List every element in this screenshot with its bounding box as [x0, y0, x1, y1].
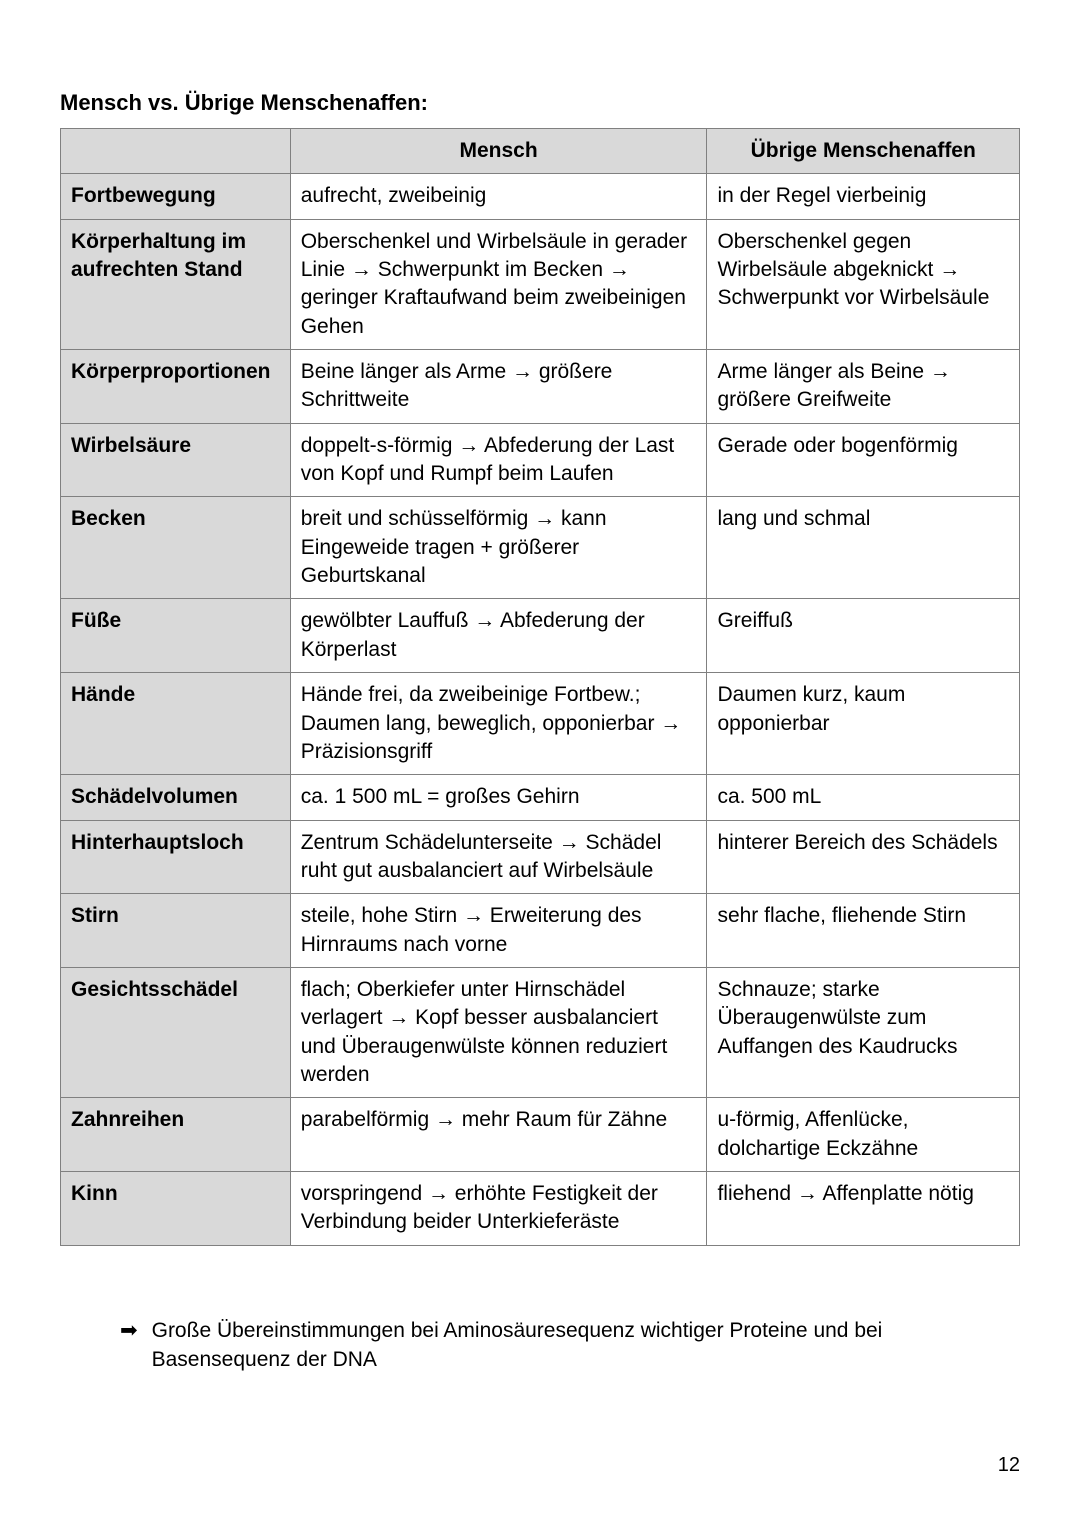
- bullet-text: Große Übereinstimmungen bei Aminosäurese…: [152, 1316, 1020, 1375]
- row-label: Schädelvolumen: [61, 775, 291, 820]
- table-row: Wirbelsäure doppelt-s-förmig → Abfederun…: [61, 423, 1020, 497]
- row-label: Zahnreihen: [61, 1098, 291, 1172]
- page-number: 12: [998, 1454, 1020, 1477]
- bullet-row: ➡ Große Übereinstimmungen bei Aminosäure…: [120, 1316, 1020, 1375]
- col-header-empty: [61, 129, 291, 174]
- cell-ape: Arme länger als Beine → größere Greifwei…: [707, 350, 1020, 424]
- table-row: Hinterhauptsloch Zentrum Schädeluntersei…: [61, 820, 1020, 894]
- cell-ape: fliehend → Affenplatte nötig: [707, 1171, 1020, 1245]
- cell-mensch: ca. 1 500 mL = großes Gehirn: [290, 775, 707, 820]
- comparison-table: Mensch Übrige Menschenaffen Fortbewegung…: [60, 128, 1020, 1246]
- table-row: Schädelvolumen ca. 1 500 mL = großes Geh…: [61, 775, 1020, 820]
- cell-mensch: parabelförmig → mehr Raum für Zähne: [290, 1098, 707, 1172]
- page-title: Mensch vs. Übrige Menschenaffen:: [60, 90, 1020, 116]
- table-header-row: Mensch Übrige Menschenaffen: [61, 129, 1020, 174]
- row-label: Gesichtsschädel: [61, 967, 291, 1097]
- cell-ape: Oberschenkel gegen Wirbelsäule abgeknick…: [707, 219, 1020, 349]
- cell-mensch: steile, hohe Stirn → Erweiterung des Hir…: [290, 894, 707, 968]
- table-row: Fortbewegung aufrecht, zweibeinig in der…: [61, 174, 1020, 219]
- cell-ape: Gerade oder bogenförmig: [707, 423, 1020, 497]
- row-label: Hände: [61, 673, 291, 775]
- row-label: Körperproportionen: [61, 350, 291, 424]
- table-row: Körperhaltung im aufrechten Stand Obersc…: [61, 219, 1020, 349]
- cell-mensch: vorspringend → erhöhte Festigkeit der Ve…: [290, 1171, 707, 1245]
- cell-mensch: aufrecht, zweibeinig: [290, 174, 707, 219]
- row-label: Becken: [61, 497, 291, 599]
- cell-ape: sehr flache, fliehende Stirn: [707, 894, 1020, 968]
- cell-ape: lang und schmal: [707, 497, 1020, 599]
- cell-ape: ca. 500 mL: [707, 775, 1020, 820]
- col-header-mensch: Mensch: [290, 129, 707, 174]
- cell-mensch: breit und schüsselförmig → kann Eingewei…: [290, 497, 707, 599]
- cell-ape: Daumen kurz, kaum opponierbar: [707, 673, 1020, 775]
- cell-ape: u-förmig, Affenlücke, dolchartige Eckzäh…: [707, 1098, 1020, 1172]
- table-body: Fortbewegung aufrecht, zweibeinig in der…: [61, 174, 1020, 1245]
- cell-mensch: flach; Oberkiefer unter Hirnschädel verl…: [290, 967, 707, 1097]
- table-row: Zahnreihen parabelförmig → mehr Raum für…: [61, 1098, 1020, 1172]
- cell-ape: Schnauze; starke Überaugenwülste zum Auf…: [707, 967, 1020, 1097]
- cell-mensch: doppelt-s-förmig → Abfederung der Last v…: [290, 423, 707, 497]
- cell-ape: in der Regel vierbeinig: [707, 174, 1020, 219]
- table-row: Kinn vorspringend → erhöhte Festigkeit d…: [61, 1171, 1020, 1245]
- table-row: Hände Hände frei, da zweibeinige Fortbew…: [61, 673, 1020, 775]
- cell-mensch: Hände frei, da zweibeinige Fortbew.; Dau…: [290, 673, 707, 775]
- row-label: Körperhaltung im aufrechten Stand: [61, 219, 291, 349]
- row-label: Füße: [61, 599, 291, 673]
- row-label: Kinn: [61, 1171, 291, 1245]
- row-label: Wirbelsäure: [61, 423, 291, 497]
- row-label: Fortbewegung: [61, 174, 291, 219]
- col-header-ape: Übrige Menschenaffen: [707, 129, 1020, 174]
- cell-mensch: Oberschenkel und Wirbelsäule in gerader …: [290, 219, 707, 349]
- cell-ape: hinterer Bereich des Schädels: [707, 820, 1020, 894]
- cell-mensch: gewölbter Lauffuß → Abfederung der Körpe…: [290, 599, 707, 673]
- row-label: Hinterhauptsloch: [61, 820, 291, 894]
- cell-mensch: Beine länger als Arme → größere Schrittw…: [290, 350, 707, 424]
- arrow-right-icon: ➡: [120, 1316, 138, 1345]
- table-row: Gesichtsschädel flach; Oberkiefer unter …: [61, 967, 1020, 1097]
- table-row: Stirn steile, hohe Stirn → Erweiterung d…: [61, 894, 1020, 968]
- cell-mensch: Zentrum Schädelunterseite → Schädel ruht…: [290, 820, 707, 894]
- table-row: Füße gewölbter Lauffuß → Abfederung der …: [61, 599, 1020, 673]
- bullet-block: ➡ Große Übereinstimmungen bei Aminosäure…: [60, 1316, 1020, 1375]
- row-label: Stirn: [61, 894, 291, 968]
- cell-ape: Greiffuß: [707, 599, 1020, 673]
- table-row: Becken breit und schüsselförmig → kann E…: [61, 497, 1020, 599]
- table-row: Körperproportionen Beine länger als Arme…: [61, 350, 1020, 424]
